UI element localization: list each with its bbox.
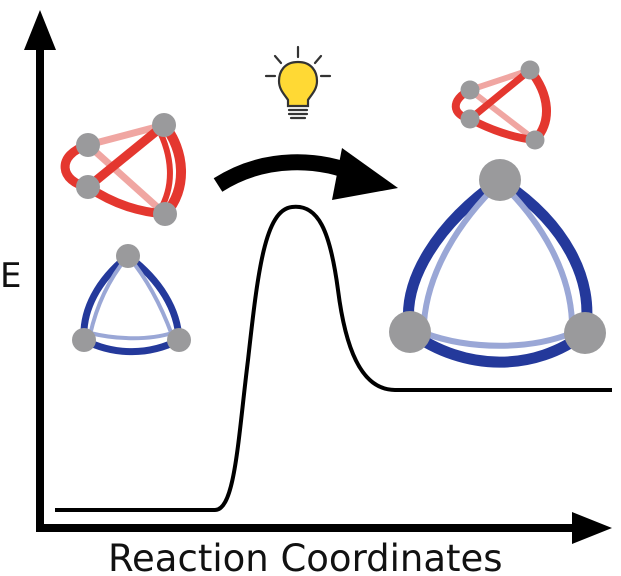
lightbulb-icon bbox=[264, 45, 332, 120]
blue-cluster-left bbox=[72, 244, 191, 356]
y-axis-arrowhead bbox=[24, 10, 56, 50]
x-axis-label: Reaction Coordinates bbox=[108, 537, 503, 576]
red-cluster-left bbox=[60, 113, 186, 226]
x-axis-arrowhead bbox=[572, 512, 612, 544]
energy-curve bbox=[55, 204, 612, 512]
blue-cluster-right bbox=[389, 159, 606, 368]
axes bbox=[24, 10, 612, 544]
red-cluster-right bbox=[451, 60, 551, 150]
y-axis-label: E bbox=[0, 256, 21, 296]
curved-arrow-icon bbox=[213, 148, 398, 200]
